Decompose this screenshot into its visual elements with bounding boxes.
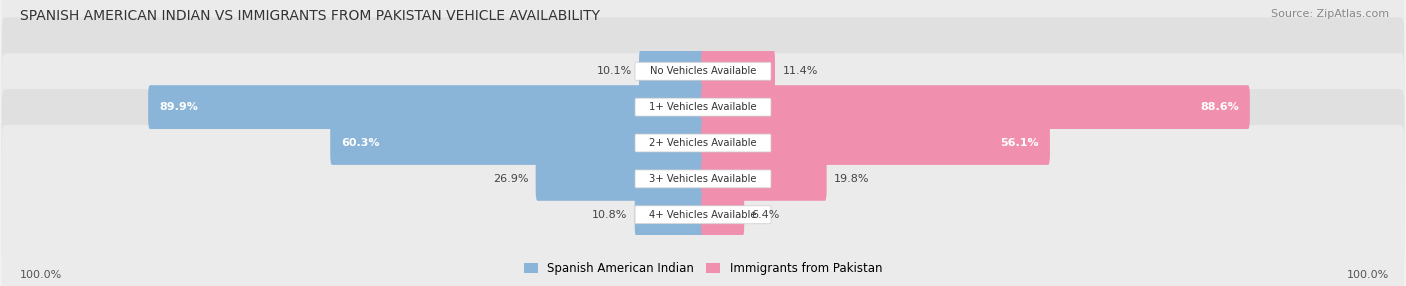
Text: 11.4%: 11.4% <box>782 66 818 76</box>
FancyBboxPatch shape <box>634 193 704 237</box>
FancyBboxPatch shape <box>1 17 1405 197</box>
Text: 2+ Vehicles Available: 2+ Vehicles Available <box>650 138 756 148</box>
FancyBboxPatch shape <box>636 98 770 116</box>
FancyBboxPatch shape <box>1 53 1405 233</box>
Text: 56.1%: 56.1% <box>1000 138 1039 148</box>
Text: 88.6%: 88.6% <box>1201 102 1239 112</box>
Text: 26.9%: 26.9% <box>494 174 529 184</box>
FancyBboxPatch shape <box>702 49 775 93</box>
FancyBboxPatch shape <box>330 121 704 165</box>
Text: 1+ Vehicles Available: 1+ Vehicles Available <box>650 102 756 112</box>
Text: No Vehicles Available: No Vehicles Available <box>650 66 756 76</box>
FancyBboxPatch shape <box>536 157 704 201</box>
Text: 10.8%: 10.8% <box>592 210 627 220</box>
Text: 3+ Vehicles Available: 3+ Vehicles Available <box>650 174 756 184</box>
Text: 89.9%: 89.9% <box>159 102 198 112</box>
Text: Source: ZipAtlas.com: Source: ZipAtlas.com <box>1271 9 1389 19</box>
Text: 100.0%: 100.0% <box>20 270 62 280</box>
FancyBboxPatch shape <box>702 193 744 237</box>
FancyBboxPatch shape <box>636 170 770 188</box>
FancyBboxPatch shape <box>702 85 1250 129</box>
Text: 100.0%: 100.0% <box>1347 270 1389 280</box>
FancyBboxPatch shape <box>148 85 704 129</box>
FancyBboxPatch shape <box>636 206 770 224</box>
Text: 6.4%: 6.4% <box>752 210 780 220</box>
Legend: Spanish American Indian, Immigrants from Pakistan: Spanish American Indian, Immigrants from… <box>519 257 887 280</box>
FancyBboxPatch shape <box>636 134 770 152</box>
FancyBboxPatch shape <box>1 125 1405 286</box>
FancyBboxPatch shape <box>702 157 827 201</box>
Text: SPANISH AMERICAN INDIAN VS IMMIGRANTS FROM PAKISTAN VEHICLE AVAILABILITY: SPANISH AMERICAN INDIAN VS IMMIGRANTS FR… <box>20 9 600 23</box>
Text: 4+ Vehicles Available: 4+ Vehicles Available <box>650 210 756 220</box>
FancyBboxPatch shape <box>636 62 770 80</box>
FancyBboxPatch shape <box>1 89 1405 269</box>
Text: 60.3%: 60.3% <box>342 138 380 148</box>
Text: 19.8%: 19.8% <box>834 174 869 184</box>
FancyBboxPatch shape <box>1 0 1405 161</box>
Text: 10.1%: 10.1% <box>596 66 631 76</box>
FancyBboxPatch shape <box>640 49 704 93</box>
FancyBboxPatch shape <box>702 121 1050 165</box>
